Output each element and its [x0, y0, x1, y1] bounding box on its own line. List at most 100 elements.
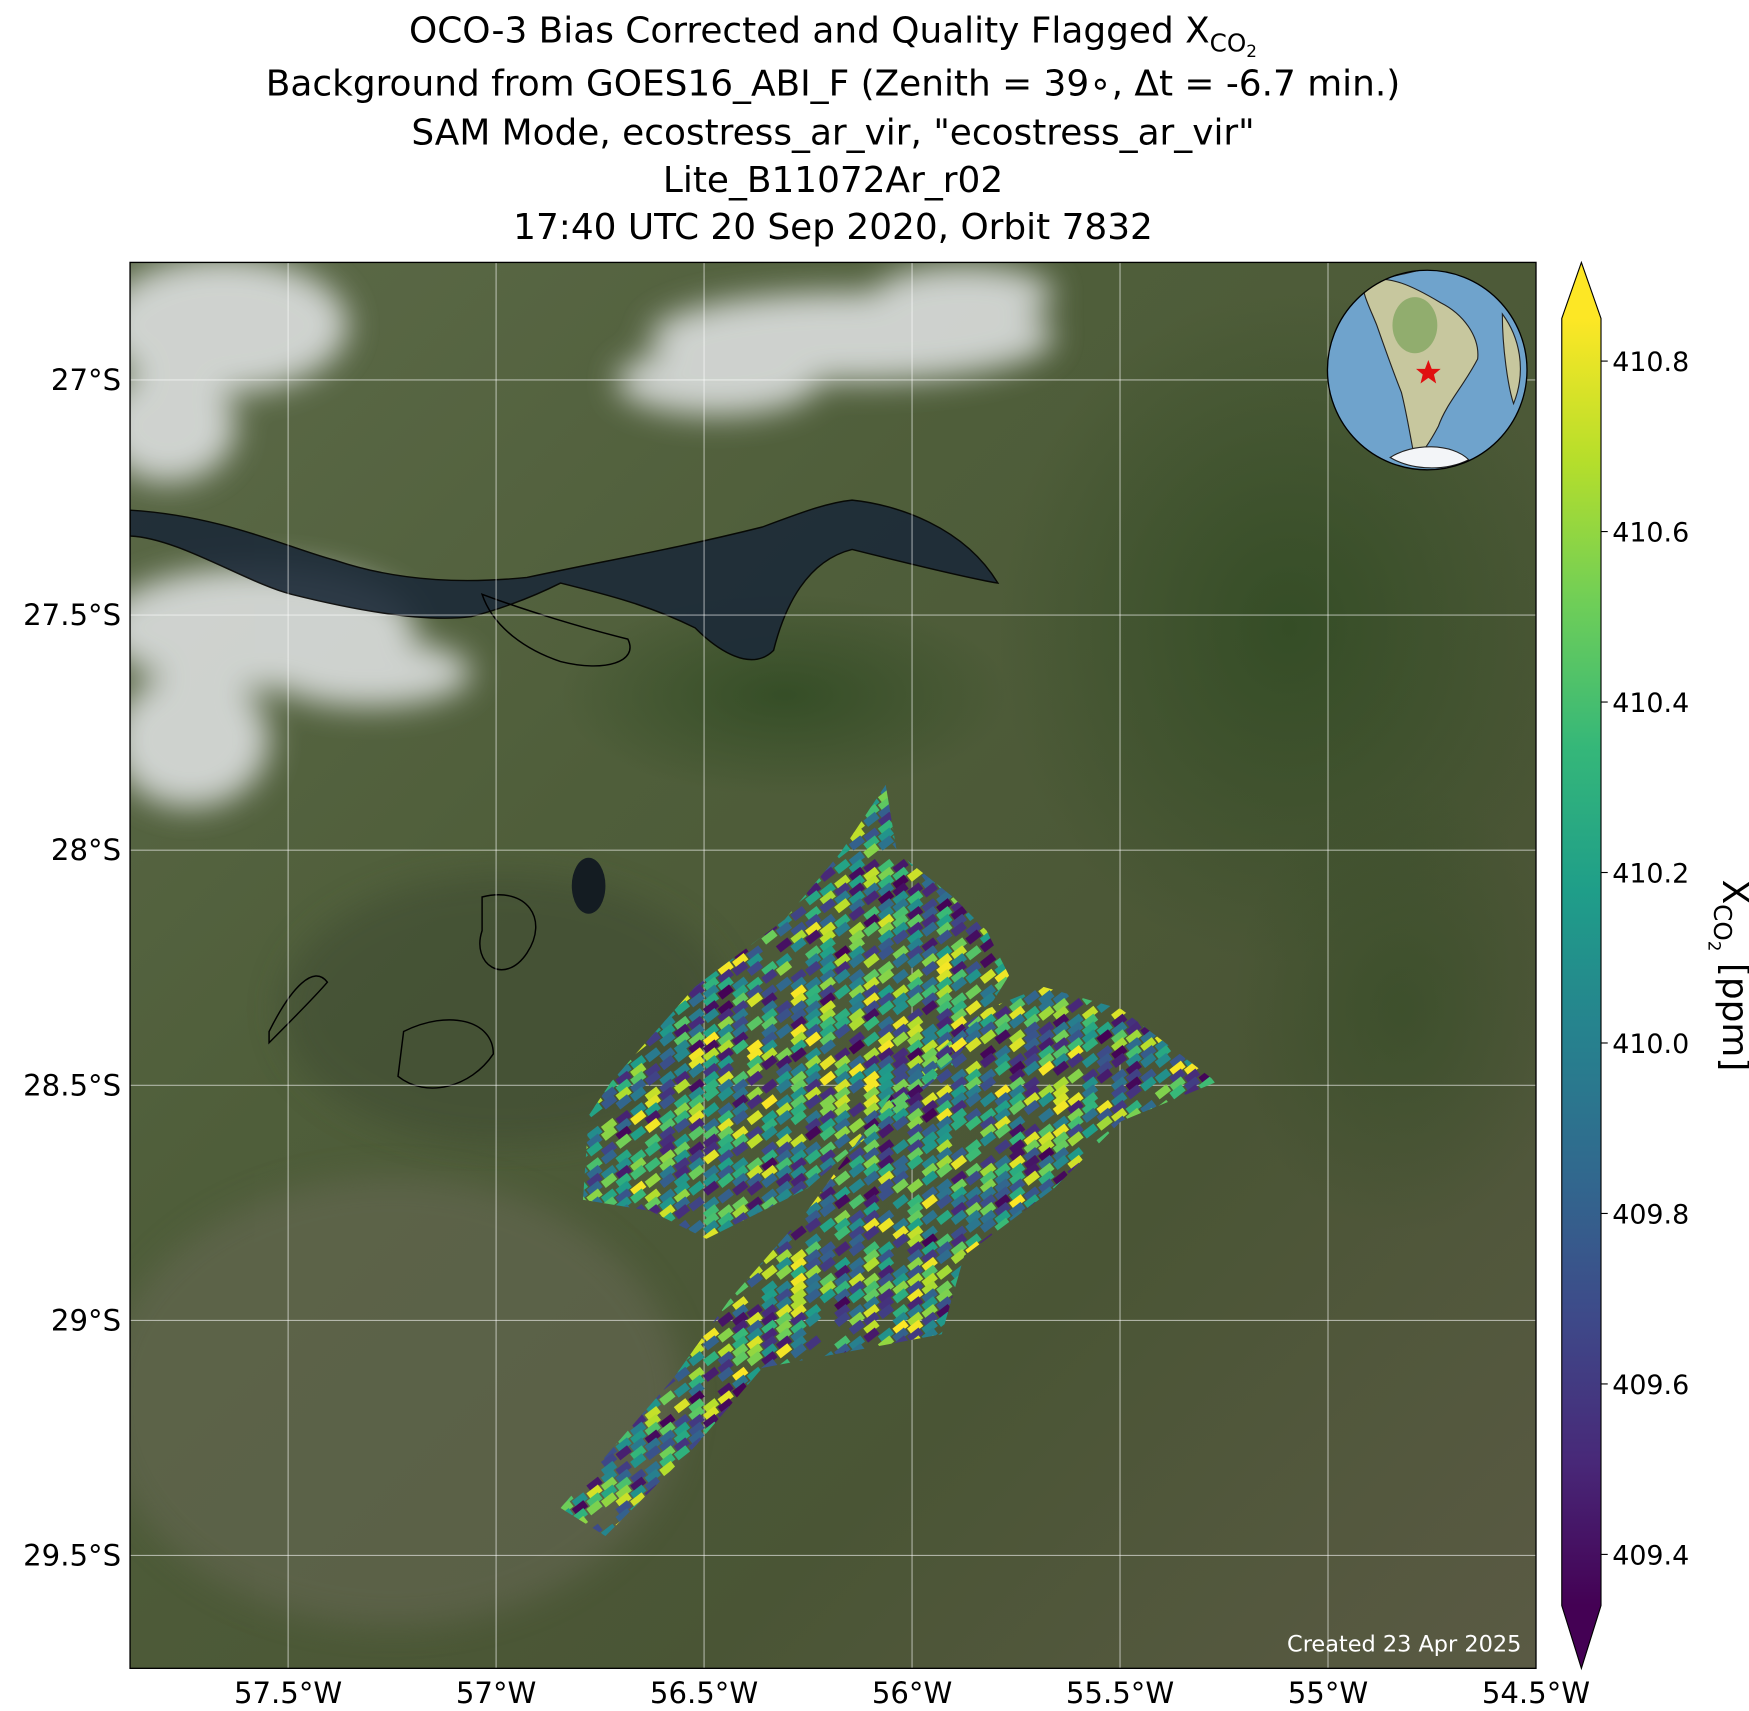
- footprint: [950, 1037, 968, 1053]
- footprint: [1023, 1052, 1040, 1068]
- footprint: [732, 953, 749, 969]
- lake: [571, 857, 606, 914]
- lake-outline: [479, 894, 537, 971]
- footprint: [877, 913, 895, 929]
- footprint: [790, 921, 807, 937]
- footprint: [1067, 1013, 1084, 1029]
- footprint: [863, 1055, 880, 1071]
- footprint: [907, 1055, 924, 1071]
- footprint: [600, 1149, 618, 1165]
- footprint: [834, 913, 851, 929]
- footprint: [936, 992, 953, 1008]
- footprint: [877, 992, 895, 1008]
- footprint: [688, 1086, 705, 1102]
- footprint: [892, 882, 909, 898]
- footprint: [615, 1172, 632, 1188]
- footprint: [936, 929, 953, 945]
- footprint: [965, 1060, 982, 1076]
- footprint: [907, 1062, 924, 1079]
- footprint: [834, 1078, 851, 1094]
- footprint: [630, 1180, 647, 1196]
- footprint: [804, 929, 822, 945]
- footprint: [1140, 1068, 1157, 1084]
- footprint: [892, 1055, 909, 1071]
- footprint: [979, 992, 997, 1008]
- footprint: [819, 1117, 836, 1134]
- footprint: [819, 1094, 836, 1110]
- footprint: [921, 913, 938, 929]
- footprint: [907, 976, 924, 992]
- footprint: [600, 1172, 618, 1188]
- footprint: [834, 1117, 851, 1134]
- forest: [560, 594, 1010, 797]
- footprint: [717, 1149, 734, 1165]
- footprint: [702, 1227, 720, 1239]
- footprint: [834, 1149, 851, 1165]
- footprint: [673, 1070, 691, 1086]
- footprint: [863, 1070, 880, 1086]
- footprint: [834, 1125, 851, 1141]
- footprint: [1125, 1052, 1142, 1068]
- footprint: [921, 937, 938, 953]
- footprint: [717, 1015, 734, 1031]
- footprint: [746, 1062, 764, 1079]
- footprint: [702, 1086, 720, 1102]
- footprint: [732, 1180, 749, 1196]
- footprint: [848, 1055, 866, 1071]
- footprint: [775, 953, 793, 969]
- footprint: [877, 968, 895, 984]
- footprint: [834, 945, 851, 961]
- footprint: [790, 1109, 807, 1126]
- footprint: [877, 1047, 895, 1063]
- footprint: [921, 921, 938, 937]
- footprint: [761, 1196, 778, 1212]
- footprint: [877, 984, 895, 1000]
- footprint: [848, 937, 866, 953]
- footprint: [936, 1007, 953, 1024]
- footprint: [936, 898, 953, 914]
- footprint: [1023, 1029, 1040, 1045]
- footprint: [1111, 1037, 1128, 1053]
- footprint: [1111, 1068, 1128, 1084]
- footprint: [717, 976, 734, 992]
- footprint: [863, 1031, 880, 1047]
- footprint: [746, 960, 764, 977]
- footprint: [732, 1078, 749, 1094]
- footprint: [877, 960, 895, 977]
- footprint: [586, 1133, 603, 1149]
- footprint: [600, 1164, 618, 1181]
- footprint: [1169, 1052, 1186, 1068]
- footprint: [965, 921, 982, 937]
- clouds: [130, 262, 1054, 808]
- footprint: [659, 1070, 676, 1086]
- footprint: [673, 1094, 691, 1110]
- footprint: [790, 1007, 807, 1024]
- footprint: [1125, 1060, 1142, 1076]
- footprint: [702, 1039, 720, 1055]
- footprint: [936, 984, 953, 1000]
- footprint: [848, 1117, 866, 1134]
- footprint: [936, 1068, 953, 1084]
- footprint: [877, 819, 895, 835]
- footprint: [834, 1086, 851, 1102]
- footprint: [848, 968, 866, 984]
- footprint: [834, 968, 851, 984]
- footprint: [834, 882, 851, 898]
- footprint: [1096, 1060, 1113, 1076]
- title-subsub: 2: [1246, 41, 1257, 61]
- footprint: [936, 960, 953, 977]
- footprint: [644, 1102, 661, 1118]
- footprint: [732, 1102, 749, 1118]
- footprint: [1052, 1052, 1070, 1068]
- footprint: [1067, 997, 1084, 1014]
- footprint: [907, 866, 924, 882]
- footprint: [790, 1102, 807, 1118]
- footprint: [994, 968, 1010, 984]
- footprint: [732, 1109, 749, 1126]
- footprint: [775, 937, 793, 953]
- footprint: [644, 1157, 661, 1173]
- footprint: [732, 984, 749, 1000]
- footprint: [673, 1164, 691, 1181]
- footprint: [746, 1164, 764, 1181]
